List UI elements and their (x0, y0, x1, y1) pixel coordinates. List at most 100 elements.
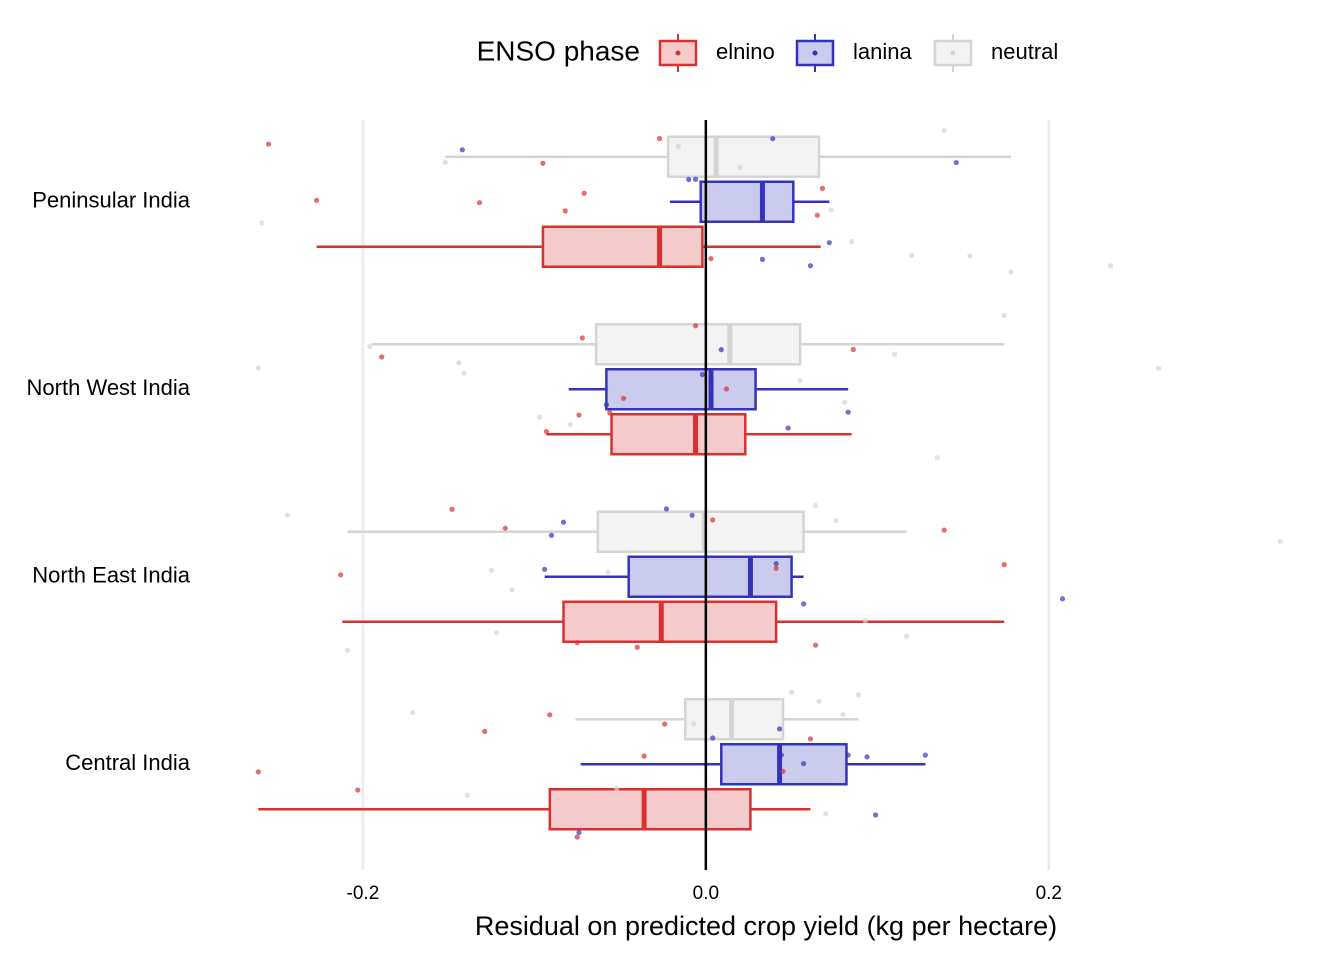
point (953, 159, 959, 166)
legend-key-point (812, 50, 818, 56)
point (314, 197, 320, 203)
point (692, 323, 699, 329)
point (461, 370, 467, 376)
box (610, 413, 747, 456)
point (379, 354, 385, 360)
point (675, 143, 682, 150)
point (833, 517, 839, 524)
point (819, 185, 826, 191)
point (494, 629, 500, 636)
point (560, 519, 567, 525)
point (967, 253, 973, 259)
point (770, 136, 776, 142)
point (807, 736, 814, 742)
point (464, 792, 471, 798)
point (338, 572, 344, 578)
point (540, 160, 546, 166)
point (797, 377, 803, 384)
point (567, 422, 573, 428)
point (941, 127, 947, 133)
point (800, 761, 807, 767)
point (572, 791, 579, 797)
point (1277, 538, 1283, 545)
point (689, 512, 695, 518)
point (864, 754, 870, 760)
box (684, 698, 785, 741)
point (778, 752, 784, 758)
point (509, 587, 515, 593)
point (708, 255, 714, 262)
point (547, 712, 553, 718)
point (603, 402, 609, 408)
point (812, 642, 819, 648)
point (692, 176, 699, 182)
point (710, 517, 716, 523)
point (574, 640, 580, 646)
point (641, 753, 647, 759)
point (922, 752, 928, 758)
point (814, 212, 820, 218)
legend-key (933, 39, 973, 67)
point (718, 347, 724, 353)
point (574, 834, 580, 840)
point (663, 506, 670, 512)
point (459, 147, 465, 153)
point (845, 409, 851, 415)
y-tick-label: North East India (32, 563, 191, 588)
point (1107, 263, 1114, 269)
point (576, 412, 582, 418)
point (759, 256, 766, 262)
point (845, 752, 851, 758)
point (562, 208, 568, 214)
point (780, 768, 786, 774)
point (862, 618, 868, 624)
point (850, 346, 856, 353)
box (720, 743, 848, 786)
point (367, 343, 373, 350)
y-tick-label: Peninsular India (32, 188, 191, 213)
point (934, 455, 940, 461)
point (543, 428, 549, 435)
point (699, 371, 706, 378)
legend-key-point (950, 50, 956, 56)
point (1155, 365, 1162, 371)
point (723, 386, 730, 392)
point (548, 532, 555, 538)
point (816, 698, 822, 705)
point (785, 425, 791, 431)
point (284, 512, 291, 518)
y-tick-label: North West India (27, 375, 191, 400)
point (812, 502, 819, 509)
point (823, 811, 829, 817)
point (909, 252, 915, 259)
point (855, 692, 862, 698)
point (607, 410, 613, 416)
point (629, 236, 635, 242)
point (265, 141, 272, 147)
point (773, 565, 779, 571)
box (548, 788, 752, 831)
point (776, 726, 783, 732)
point (620, 395, 627, 401)
point (1001, 312, 1007, 318)
point (686, 176, 692, 183)
point (840, 711, 846, 718)
box (594, 323, 802, 366)
point (656, 135, 663, 142)
point (828, 207, 834, 213)
x-tick-label: 0.0 (693, 883, 719, 904)
point (410, 709, 416, 716)
legend-label: elnino (716, 39, 775, 64)
point (1059, 596, 1066, 602)
point (449, 506, 455, 512)
box (666, 135, 821, 178)
point (502, 525, 508, 531)
legend-title: ENSO phase (477, 35, 640, 66)
point (1001, 562, 1007, 568)
point (662, 721, 668, 727)
y-tick-label: Central India (65, 750, 191, 775)
point (653, 817, 659, 823)
point (873, 812, 879, 818)
point (259, 220, 265, 226)
